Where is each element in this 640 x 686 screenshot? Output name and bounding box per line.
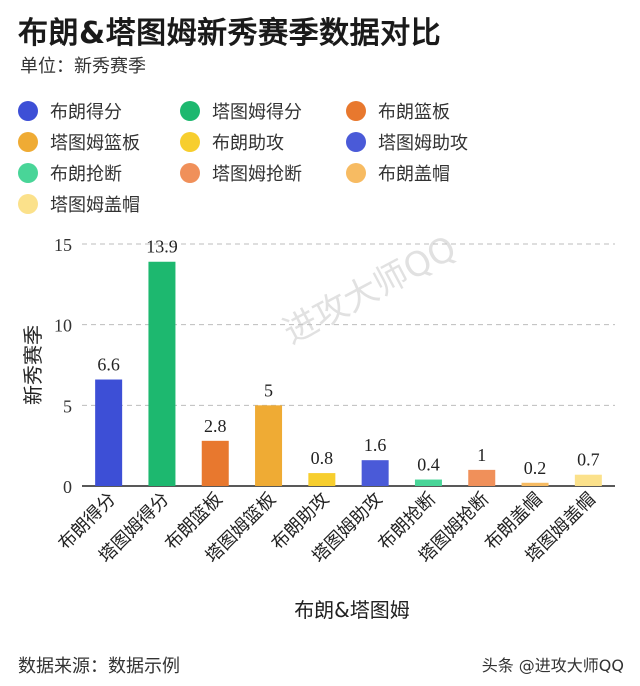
x-axis-title: 布朗&塔图姆: [294, 598, 410, 622]
bar: [95, 379, 123, 486]
data-label: 13.9: [146, 237, 178, 257]
y-axis-title: 新秀赛季: [21, 325, 45, 405]
bar: [414, 479, 442, 486]
data-label: 0.8: [311, 448, 334, 468]
legend-swatch: [180, 101, 200, 121]
data-label: 5: [264, 380, 273, 400]
bar: [468, 469, 496, 486]
legend-item: 布朗助攻: [180, 129, 284, 155]
legend-swatch: [180, 163, 200, 183]
y-tick-label: 15: [54, 235, 72, 255]
data-label: 1.6: [364, 435, 387, 455]
legend-label: 塔图姆抢断: [212, 164, 302, 185]
legend-item: 塔图姆助攻: [346, 129, 468, 155]
legend-item: 布朗盖帽: [346, 160, 450, 186]
y-tick-label: 0: [63, 477, 72, 497]
data-label: 0.7: [577, 450, 600, 470]
bar: [308, 473, 336, 486]
data-label: 1: [477, 445, 486, 465]
data-label: 0.4: [417, 455, 440, 475]
bar: [148, 261, 176, 486]
bar: [201, 440, 229, 486]
legend-swatch: [180, 132, 200, 152]
legend-item: 塔图姆篮板: [18, 129, 140, 155]
data-source: 数据来源：数据示例: [18, 656, 180, 677]
legend-item: 塔图姆抢断: [180, 160, 302, 186]
legend-item: 布朗篮板: [346, 98, 450, 124]
bar: [521, 482, 549, 486]
legend-swatch: [18, 163, 38, 183]
legend-swatch: [346, 101, 366, 121]
legend-swatch: [18, 101, 38, 121]
legend-swatch: [18, 132, 38, 152]
legend-label: 布朗得分: [50, 102, 122, 123]
legend-swatch: [346, 163, 366, 183]
legend-label: 塔图姆篮板: [50, 133, 140, 154]
legend-swatch: [18, 194, 38, 214]
bar: [255, 405, 283, 486]
chart-subtitle: 单位：新秀赛季: [20, 56, 146, 77]
credit-text: 头条 @进攻大师QQ: [481, 656, 624, 675]
legend-swatch: [346, 132, 366, 152]
legend-item: 塔图姆盖帽: [18, 191, 140, 217]
bar: [361, 460, 389, 486]
bar: [574, 474, 602, 486]
chart-title: 布朗&塔图姆新秀赛季数据对比: [18, 16, 442, 51]
data-label: 2.8: [204, 416, 227, 436]
legend-label: 塔图姆助攻: [378, 133, 468, 154]
legend-label: 塔图姆盖帽: [50, 195, 140, 216]
data-label: 0.2: [524, 458, 547, 478]
legend-label: 布朗助攻: [212, 133, 284, 154]
legend-label: 塔图姆得分: [212, 102, 302, 123]
watermark-text: 进攻大师QQ: [277, 228, 463, 352]
legend-item: 塔图姆得分: [180, 98, 302, 124]
data-label: 6.6: [97, 355, 120, 375]
legend-label: 布朗盖帽: [378, 164, 450, 185]
legend-label: 布朗篮板: [378, 102, 450, 123]
y-tick-label: 5: [63, 396, 72, 416]
legend-item: 布朗得分: [18, 98, 122, 124]
legend-label: 布朗抢断: [50, 164, 122, 185]
legend-item: 布朗抢断: [18, 160, 122, 186]
y-tick-label: 10: [54, 316, 72, 336]
